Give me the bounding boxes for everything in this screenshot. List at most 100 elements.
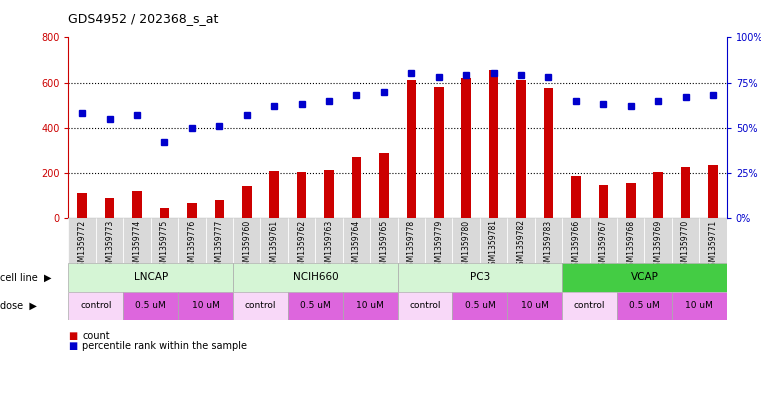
Bar [453, 292, 508, 320]
Text: PC3: PC3 [470, 272, 490, 283]
Bar [233, 218, 260, 263]
Text: GSM1359780: GSM1359780 [462, 219, 471, 271]
Bar [617, 218, 645, 263]
Text: 10 uM: 10 uM [686, 301, 713, 310]
Bar [562, 292, 617, 320]
Bar [123, 218, 151, 263]
Bar [397, 218, 425, 263]
Bar [123, 292, 178, 320]
Bar [342, 218, 370, 263]
Bar [68, 263, 233, 292]
Bar [233, 292, 288, 320]
Text: GSM1359769: GSM1359769 [654, 219, 663, 271]
Text: GSM1359764: GSM1359764 [352, 219, 361, 271]
Bar [205, 218, 233, 263]
Bar [571, 176, 581, 218]
Bar [562, 263, 727, 292]
Bar [151, 218, 178, 263]
Bar [654, 172, 663, 218]
Bar [672, 292, 727, 320]
Bar [453, 218, 480, 263]
Text: GSM1359773: GSM1359773 [105, 219, 114, 271]
Bar [324, 169, 334, 218]
Bar [617, 292, 672, 320]
Bar [434, 87, 444, 218]
Bar [178, 218, 205, 263]
Text: dose  ▶: dose ▶ [0, 301, 37, 311]
Text: VCAP: VCAP [631, 272, 658, 283]
Text: GSM1359770: GSM1359770 [681, 219, 690, 271]
Bar [68, 218, 96, 263]
Bar [68, 292, 123, 320]
Text: 0.5 uM: 0.5 uM [135, 301, 166, 310]
Bar [406, 80, 416, 218]
Text: 10 uM: 10 uM [192, 301, 220, 310]
Bar [288, 292, 342, 320]
Text: ■: ■ [68, 331, 78, 341]
Text: NCIH660: NCIH660 [292, 272, 338, 283]
Text: GSM1359776: GSM1359776 [187, 219, 196, 271]
Bar [352, 157, 361, 218]
Text: ■: ■ [68, 341, 78, 351]
Text: GSM1359765: GSM1359765 [380, 219, 388, 271]
Bar [215, 200, 224, 218]
Text: 0.5 uM: 0.5 uM [300, 301, 331, 310]
Bar [187, 204, 196, 218]
Text: 10 uM: 10 uM [521, 301, 549, 310]
Bar [699, 218, 727, 263]
Text: GSM1359766: GSM1359766 [572, 219, 581, 271]
Text: GDS4952 / 202368_s_at: GDS4952 / 202368_s_at [68, 12, 219, 25]
Bar [516, 80, 526, 218]
Bar [297, 172, 307, 218]
Bar [105, 198, 114, 218]
Bar [590, 218, 617, 263]
Bar [260, 218, 288, 263]
Bar [425, 218, 453, 263]
Bar [269, 171, 279, 218]
Bar [672, 218, 699, 263]
Bar [480, 218, 508, 263]
Bar [288, 218, 315, 263]
Text: GSM1359768: GSM1359768 [626, 219, 635, 271]
Text: GSM1359774: GSM1359774 [132, 219, 142, 271]
Text: GSM1359777: GSM1359777 [215, 219, 224, 271]
Bar [461, 78, 471, 218]
Text: GSM1359763: GSM1359763 [324, 219, 333, 271]
Text: 0.5 uM: 0.5 uM [464, 301, 495, 310]
Bar [160, 208, 169, 218]
Text: control: control [574, 301, 605, 310]
Bar [535, 218, 562, 263]
Bar [315, 218, 342, 263]
Text: 10 uM: 10 uM [356, 301, 384, 310]
Text: 0.5 uM: 0.5 uM [629, 301, 660, 310]
Text: control: control [245, 301, 276, 310]
Bar [78, 193, 87, 218]
Bar [342, 292, 397, 320]
Text: GSM1359778: GSM1359778 [407, 219, 416, 271]
Bar [508, 218, 535, 263]
Text: count: count [82, 331, 110, 341]
Bar [626, 183, 635, 218]
Bar [543, 88, 553, 218]
Text: GSM1359772: GSM1359772 [78, 219, 87, 271]
Text: GSM1359782: GSM1359782 [517, 219, 526, 270]
Bar [489, 70, 498, 218]
Bar [370, 218, 397, 263]
Text: GSM1359760: GSM1359760 [242, 219, 251, 271]
Bar [132, 191, 142, 218]
Text: GSM1359761: GSM1359761 [269, 219, 279, 271]
Bar [96, 218, 123, 263]
Bar [397, 292, 453, 320]
Bar [645, 218, 672, 263]
Bar [508, 292, 562, 320]
Bar [708, 165, 718, 218]
Bar [242, 186, 252, 218]
Text: GSM1359762: GSM1359762 [297, 219, 306, 271]
Bar [397, 263, 562, 292]
Bar [599, 185, 608, 218]
Text: control: control [409, 301, 441, 310]
Bar [178, 292, 233, 320]
Bar [379, 152, 389, 218]
Bar [562, 218, 590, 263]
Text: GSM1359783: GSM1359783 [544, 219, 553, 271]
